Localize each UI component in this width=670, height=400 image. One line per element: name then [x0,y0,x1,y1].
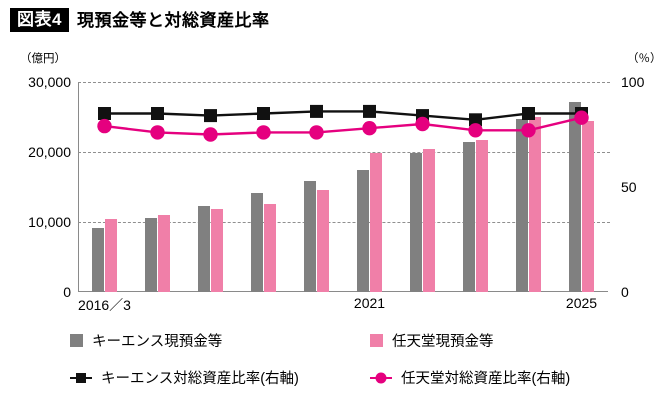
legend-item[interactable]: キーエンス対総資産比率(右軸) [70,367,370,388]
right-axis-tick-label: 50 [621,179,637,195]
legend-swatch-icon [70,334,83,347]
gridline [78,82,610,83]
legend-item[interactable]: 任天堂対総資産比率(右軸) [370,367,630,388]
left-axis-tick-label: 20,000 [28,144,71,160]
left-axis-tick-label: 30,000 [28,74,71,90]
right-axis-unit-label: （％） [627,53,662,65]
bars-layer [78,82,608,292]
legend-item[interactable]: キーエンス現預金等 [70,330,370,351]
right-axis-tick-label: 0 [621,284,629,300]
left-axis-tick-label: 10,000 [28,214,71,230]
legend-square-marker-icon [76,372,86,383]
left-axis-tick-label: 0 [63,284,71,300]
right-axis-tick-label: 100 [621,74,645,90]
bar [410,153,423,292]
bar [463,141,476,292]
bar [475,140,488,292]
x-axis-tick-label: 2016／3 [78,297,131,313]
legend-circle-marker-icon [375,372,387,383]
bar [263,203,276,292]
plot-area: 0 10,000 20,000 30,000 0 50 100 2016／3 2021 202… [28,74,644,313]
x-axis-tick-label: 2025 [565,295,598,311]
gridline [78,152,610,153]
legend-label: キーエンス現預金等 [92,334,223,350]
legend-item[interactable]: 任天堂現預金等 [370,330,630,351]
bar [422,149,435,292]
legend-label: 任天堂現預金等 [392,334,494,350]
bar [516,119,529,292]
bar [569,101,582,292]
bar [92,227,105,292]
figure-number-badge: 図表4 [10,8,69,32]
bar [104,219,117,292]
left-axis-unit-label: （億円） [20,53,66,65]
legend-label: キーエンス対総資産比率(右軸) [101,371,299,387]
bar [304,180,317,292]
bar [316,189,329,292]
legend-line-icon [370,371,392,384]
x-axis-tick-label: 2021 [353,295,386,311]
page-title: 現預金等と対総資産比率 [76,10,270,30]
bar [357,169,370,292]
bar [369,153,382,292]
bar [528,117,541,292]
gridline [78,222,610,223]
bar [157,215,170,292]
chart-legend: キーエンス現預金等 任天堂現預金等キーエンス対総資産比率(右軸) 任天堂対総資産比率… [70,330,630,388]
bar [198,205,211,292]
plot-frame [78,82,608,292]
bar [145,217,158,292]
legend-label: 任天堂対総資産比率(右軸) [401,371,571,387]
bar [210,208,223,292]
legend-line-icon [70,371,92,384]
legend-swatch-icon [370,334,383,347]
chart-header: 図表4 現預金等と対総資産比率 [10,8,269,32]
bar [581,120,594,292]
bar [251,192,264,292]
